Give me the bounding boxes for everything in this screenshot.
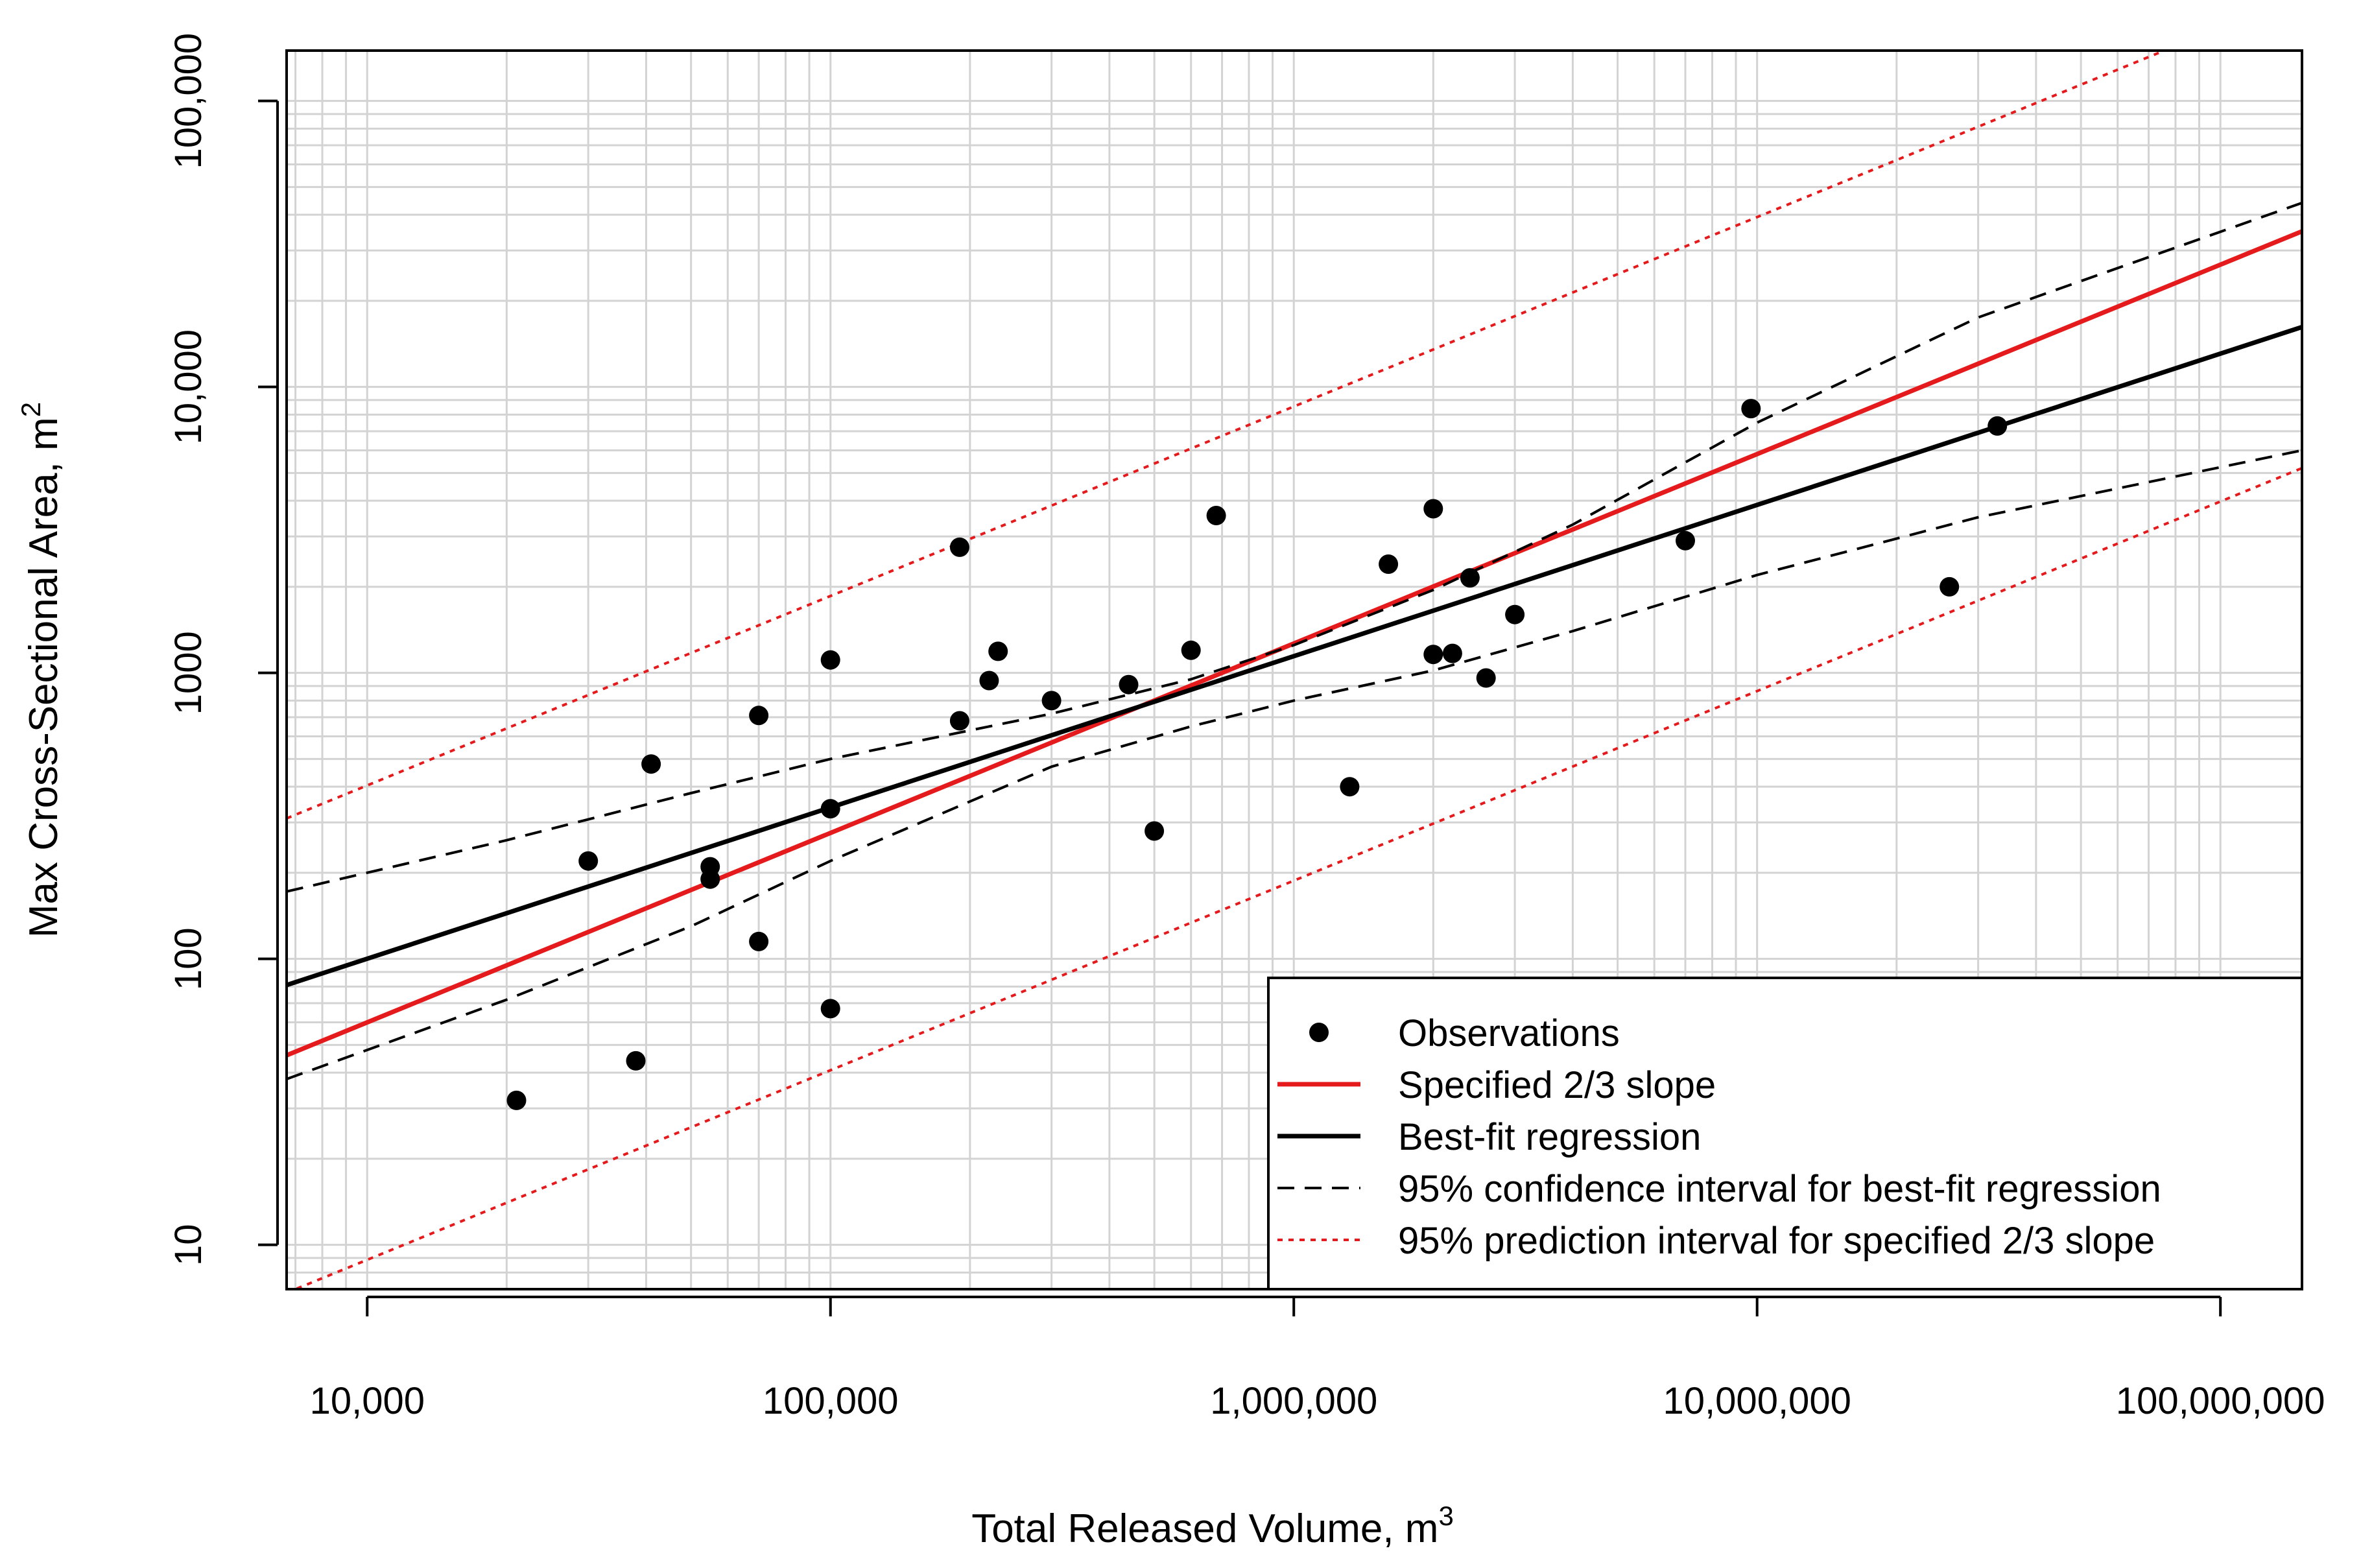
x-axis-label: Total Released Volume, m3 — [971, 1501, 1454, 1551]
legend-label: Specified 2/3 slope — [1398, 1064, 1716, 1106]
x-tick-label: 100,000 — [763, 1380, 899, 1422]
observation-point — [1987, 416, 2008, 436]
legend-box — [1267, 977, 2303, 1290]
observation-point — [1676, 530, 1695, 551]
observation-point — [749, 931, 769, 951]
y-tick-label: 10 — [167, 1224, 209, 1266]
observation-point — [1119, 674, 1139, 695]
x-axis: 10,000 100,000 1,000,000 10,000,000 100,000,… — [310, 1296, 2325, 1422]
observation-point — [1145, 821, 1165, 841]
observation-point — [700, 857, 720, 877]
observation-point — [1476, 668, 1496, 688]
observation-point — [1206, 506, 1226, 525]
series-line-2 — [287, 324, 2302, 988]
observation-point — [820, 999, 840, 1019]
y-tick-label: 1000 — [167, 631, 209, 715]
observation-point — [506, 1090, 527, 1110]
y-tick-label: 10,000 — [167, 329, 209, 444]
observation-point — [820, 799, 840, 819]
legend-label: 95% confidence interval for best-fit reg… — [1398, 1168, 2161, 1210]
observation-point — [988, 641, 1008, 661]
legend-swatch — [1309, 1023, 1329, 1042]
observation-point — [949, 711, 969, 731]
legend-label: Observations — [1398, 1012, 1620, 1054]
series-lines — [287, 51, 2302, 1289]
observation-point — [1505, 604, 1525, 624]
observation-point — [1181, 640, 1201, 660]
observation-point — [979, 671, 999, 691]
x-tick-label: 10,000 — [310, 1380, 425, 1422]
series-line-3 — [287, 202, 2302, 893]
observation-point — [820, 650, 840, 670]
observation-point — [749, 706, 769, 726]
x-tick-label: 1,000,000 — [1210, 1380, 1377, 1422]
observation-point — [626, 1051, 646, 1071]
y-tick-label: 100,000 — [167, 33, 209, 169]
legend-label: Best-fit regression — [1398, 1116, 1701, 1158]
observation-point — [578, 851, 599, 871]
observation-points — [506, 399, 2008, 1110]
observation-point — [949, 537, 969, 557]
y-axis-label: Max Cross-Sectional Area, m2 — [16, 402, 66, 938]
observation-point — [1379, 554, 1399, 574]
observation-point — [1340, 777, 1360, 797]
series-line-4 — [287, 449, 2302, 1080]
observation-point — [1741, 399, 1761, 419]
x-tick-label: 100,000,000 — [2116, 1380, 2325, 1422]
observation-point — [1460, 568, 1480, 588]
y-axis: 10 100 1000 10,000 100,000 — [167, 33, 279, 1266]
observation-point — [1940, 576, 1960, 597]
observation-point — [641, 754, 661, 774]
observation-point — [1423, 499, 1443, 519]
legend-label: 95% prediction interval for specified 2/… — [1398, 1220, 2155, 1262]
observation-point — [1041, 691, 1062, 711]
y-tick-label: 100 — [167, 927, 209, 990]
legend: Observations Specified 2/3 slope Best-fit … — [1267, 977, 2303, 1290]
observation-point — [1423, 645, 1443, 665]
observation-point — [1442, 643, 1462, 663]
series-line-1 — [287, 229, 2302, 1058]
x-tick-label: 10,000,000 — [1663, 1380, 1851, 1422]
